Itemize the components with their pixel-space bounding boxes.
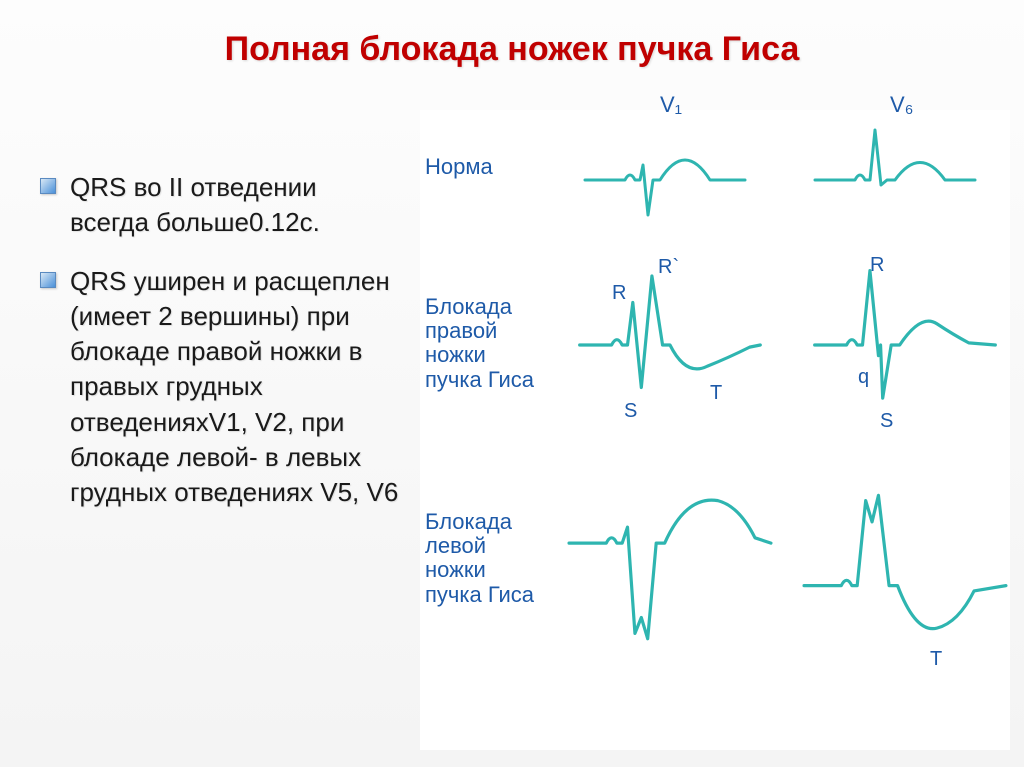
ecg-rbbb-v6: [810, 260, 1000, 430]
ecg-rbbb-v1: [575, 260, 765, 430]
bullet-icon: [40, 272, 56, 288]
wave-R-label: R: [870, 254, 884, 277]
lead-v1-label: V₁: [660, 92, 682, 118]
wave-q-label: q: [858, 366, 869, 389]
ecg-trace: [569, 500, 771, 639]
ecg-trace: [815, 130, 975, 185]
ecg-lbbb-v1: [565, 490, 775, 660]
slide-title: Полная блокада ножек пучка Гиса: [0, 30, 1024, 69]
content-area: QRS во II отведении всегда больше0.12с. …: [0, 110, 1024, 750]
ecg-trace: [585, 160, 745, 215]
bullet-text: QRS во II отведении всегда больше0.12с.: [70, 170, 400, 240]
ecg-lbbb-v6: [800, 490, 1010, 660]
ecg-diagram-panel: V₁ V₆ Норма Блокада правой ножки пучка Г…: [420, 110, 1010, 750]
bullet-list: QRS во II отведении всегда больше0.12с. …: [0, 110, 420, 750]
row-normal-label: Норма: [425, 155, 493, 179]
wave-S-label: S: [880, 410, 893, 433]
ecg-trace: [580, 276, 761, 388]
wave-R-label: R: [612, 282, 626, 305]
bullet-icon: [40, 178, 56, 194]
wave-T-label: T: [710, 382, 722, 405]
wave-T-label: T: [930, 648, 942, 671]
lead-v6-label: V₆: [890, 92, 914, 118]
ecg-trace: [815, 271, 996, 399]
wave-Rprime-label: R`: [658, 256, 679, 279]
ecg-trace: [804, 495, 1006, 628]
row-rbbb-label: Блокада правой ножки пучка Гиса: [425, 295, 545, 392]
bullet-text: QRS уширен и расщеплен (имеет 2 вершины)…: [70, 264, 400, 510]
wave-S-label: S: [624, 400, 637, 423]
bullet-item: QRS уширен и расщеплен (имеет 2 вершины)…: [40, 264, 400, 510]
bullet-item: QRS во II отведении всегда больше0.12с.: [40, 170, 400, 240]
ecg-normal-v6: [810, 120, 980, 240]
row-lbbb-label: Блокада левой ножки пучка Гиса: [425, 510, 545, 607]
ecg-normal-v1: [580, 120, 750, 240]
